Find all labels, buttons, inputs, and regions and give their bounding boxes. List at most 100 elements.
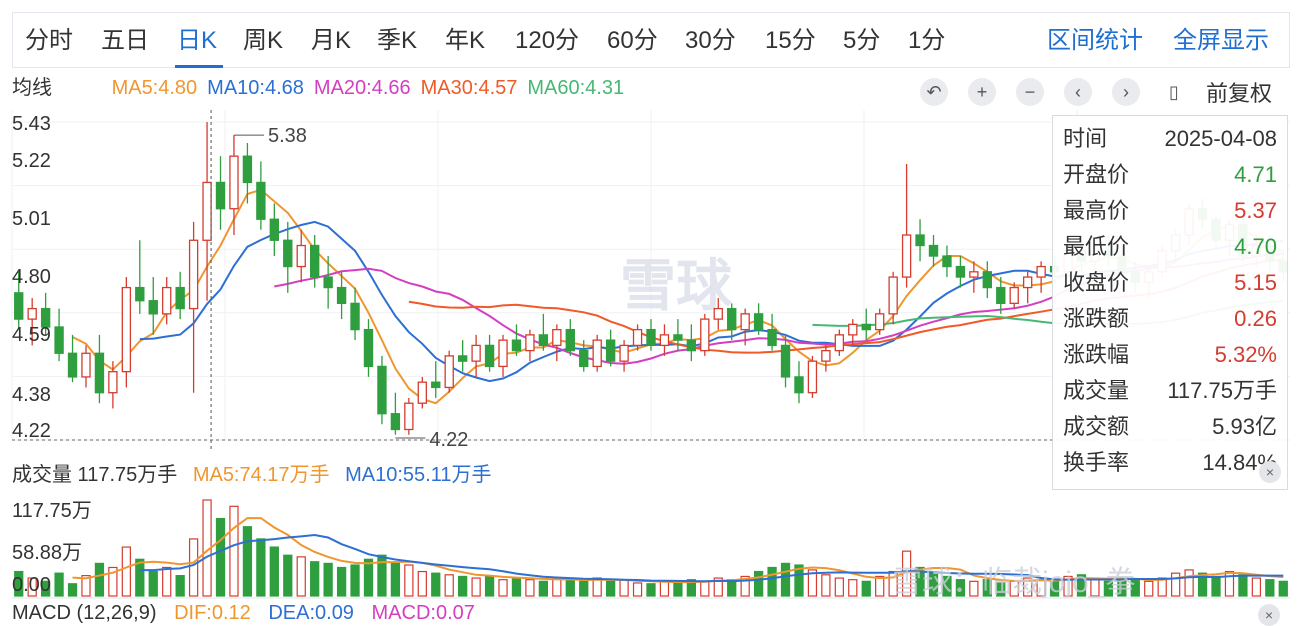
tab-2[interactable]: 日K: [177, 27, 218, 54]
volume-bar: [229, 505, 239, 597]
volume-bar: [444, 574, 454, 597]
candle-body: [727, 307, 737, 331]
candle-body: [579, 349, 589, 368]
next-icon[interactable]: ›: [1112, 78, 1140, 106]
tab-9[interactable]: 30分: [685, 27, 736, 54]
price-tick-label: 5.43: [12, 113, 51, 135]
price-tick-label: 5.22: [12, 150, 51, 172]
volume-bar: [1184, 569, 1194, 597]
watermark-logo: 雪球: [620, 254, 733, 317]
candle-body: [135, 286, 145, 302]
info-key: 收盘价: [1063, 270, 1130, 295]
info-key: 涨跌额: [1063, 306, 1130, 331]
tab-1[interactable]: 五日: [101, 27, 149, 54]
candle-body: [175, 286, 185, 310]
info-row: 开盘价 4.71: [1063, 157, 1277, 193]
active-tab-underline: [175, 65, 223, 68]
volume-bar: [135, 558, 145, 597]
volume-bar: [1197, 572, 1208, 597]
volume-bar: [81, 575, 91, 597]
candle-body: [1022, 276, 1033, 289]
volume-bar: [888, 570, 898, 597]
price-tick-label: 4.22: [12, 420, 51, 442]
info-close-icon[interactable]: ×: [1259, 461, 1281, 483]
interval-stats-link[interactable]: 区间统计: [1047, 27, 1143, 54]
prev-icon[interactable]: ‹: [1064, 78, 1092, 106]
volume-bar: [552, 577, 562, 597]
macd-dea-label: DEA:0.09: [268, 602, 354, 624]
tab-8[interactable]: 60分: [607, 27, 658, 54]
tab-6[interactable]: 年K: [445, 27, 486, 54]
volume-bar: [148, 570, 158, 597]
volume-bar: [861, 580, 871, 597]
tab-10[interactable]: 15分: [765, 27, 816, 54]
candle-body: [794, 376, 804, 394]
volume-bar: [632, 582, 643, 597]
zoom-out-icon[interactable]: −: [1016, 78, 1044, 106]
candle-body: [498, 339, 508, 368]
fullscreen-link[interactable]: 全屏显示: [1173, 27, 1269, 54]
candle-body: [767, 328, 777, 347]
candle-body: [659, 334, 670, 347]
info-value: 5.93亿: [1212, 414, 1277, 439]
volume-bar: [1144, 580, 1154, 597]
candle-body: [67, 352, 78, 378]
candle-body: [350, 302, 360, 331]
volume-tick-label: 58.88万: [12, 542, 83, 564]
volume-bar: [269, 546, 279, 597]
tab-7[interactable]: 120分: [515, 27, 580, 54]
volume-bar: [969, 580, 979, 597]
price-tick-label: 4.59: [12, 324, 51, 346]
tab-11[interactable]: 5分: [843, 27, 881, 54]
macd-close-icon[interactable]: ×: [1258, 604, 1280, 626]
candle-body: [807, 360, 818, 394]
tab-4[interactable]: 月K: [311, 27, 352, 54]
candle-body: [162, 286, 172, 315]
candle-body: [229, 155, 239, 210]
candle-body: [552, 328, 562, 347]
candle-body: [511, 339, 522, 352]
candle-body: [673, 334, 683, 341]
candle-body: [955, 265, 966, 278]
zoom-in-icon[interactable]: +: [968, 78, 996, 106]
candle-body: [336, 286, 347, 304]
undo-icon[interactable]: ↶: [920, 78, 948, 106]
tab-3[interactable]: 周K: [243, 27, 284, 54]
candle-body: [269, 218, 280, 241]
tab-0[interactable]: 分时: [25, 27, 73, 54]
info-row: 最高价 5.37: [1063, 193, 1277, 229]
volume-bar: [713, 577, 723, 597]
tooltip-info-panel: 时间 2025-04-08 开盘价 4.71 最高价 5.37 最低价 4.70 收盘价 5.15…: [1052, 115, 1288, 490]
volume-ma10-line: [139, 533, 1284, 583]
volume-bar: [14, 570, 24, 597]
volume-bar: [54, 572, 64, 597]
volume-tick-label: 117.75万: [12, 500, 92, 522]
tab-5[interactable]: 季K: [377, 27, 418, 54]
candle-body: [538, 334, 549, 347]
volume-bar: [471, 577, 481, 597]
macd-value-label: MACD:0.07: [371, 602, 475, 624]
volume-bar: [40, 580, 51, 597]
volume-bar: [458, 575, 468, 597]
candle-body: [700, 318, 710, 352]
volume-bar: [108, 566, 118, 597]
volume-bar: [646, 583, 656, 597]
candle-body: [942, 255, 952, 268]
info-key: 成交额: [1063, 414, 1130, 439]
info-value: 4.70: [1234, 234, 1277, 259]
candle-body: [928, 244, 939, 257]
info-value: 117.75万手: [1167, 378, 1277, 403]
candle-body: [821, 349, 831, 362]
volume-bar: [310, 561, 320, 597]
volume-bar: [323, 562, 333, 597]
candle-body: [81, 352, 91, 378]
candle-body: [444, 355, 454, 389]
adjust-mode-select[interactable]: 前复权: [1206, 81, 1273, 106]
tab-12[interactable]: 1分: [908, 27, 946, 54]
info-key: 成交量: [1063, 378, 1130, 403]
price-tick-label: 4.38: [12, 384, 51, 406]
candle-body: [982, 271, 993, 289]
candle-type-icon[interactable]: ▯: [1169, 82, 1179, 102]
ma-legend-item-0: MA5:4.80: [111, 77, 198, 99]
